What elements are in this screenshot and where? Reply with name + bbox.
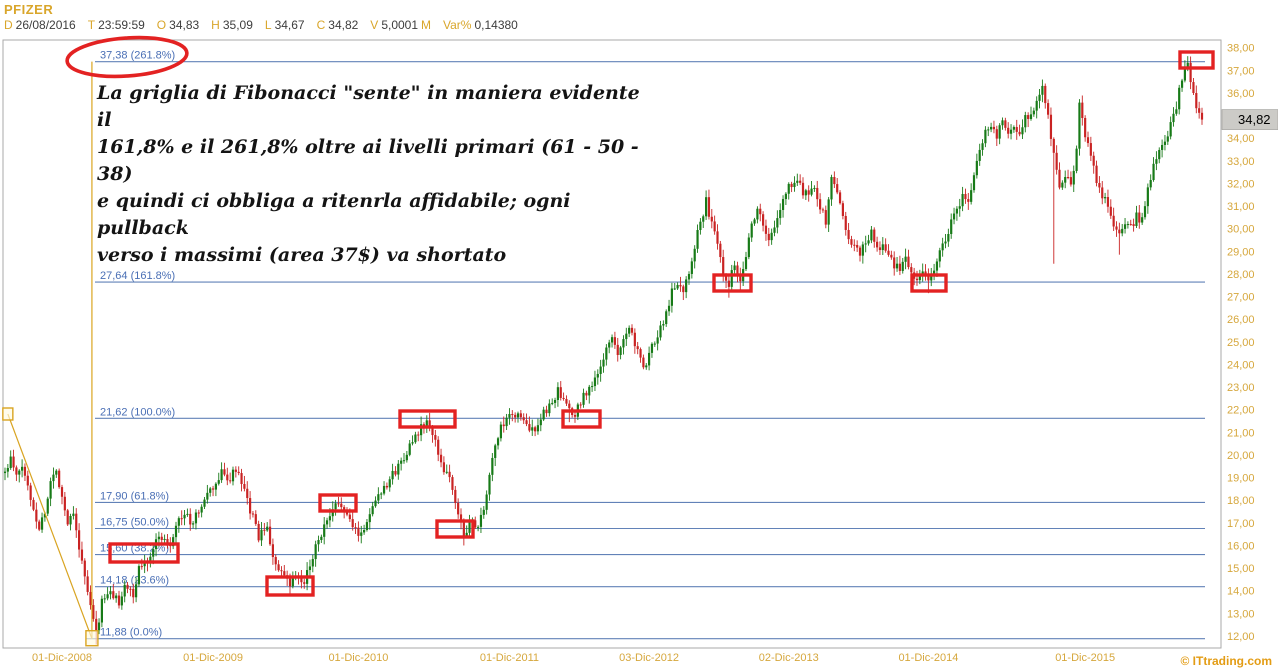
quote-field-var: Var% 0,14380 (443, 18, 518, 32)
x-axis-label: 02-Dic-2013 (759, 652, 819, 664)
highlight-box (435, 519, 475, 539)
x-axis-label: 01-Dic-2009 (183, 652, 243, 664)
y-axis-label: 30,00 (1227, 224, 1255, 236)
fib-label-23.6%: 14,18 (23.6%) (100, 575, 169, 587)
highlight-box (1178, 50, 1215, 70)
y-axis-label: 31,00 (1227, 201, 1255, 213)
y-axis-label: 18,00 (1227, 495, 1255, 507)
fib-label-161.8%: 27,64 (161.8%) (100, 270, 175, 282)
quote-field-c: C 34,82 (316, 18, 359, 32)
y-axis-label: 16,00 (1227, 540, 1255, 552)
y-axis-label: 17,00 (1227, 518, 1255, 530)
quote-field-v: V 5,0001 M (370, 18, 432, 32)
y-axis-label: 34,00 (1227, 133, 1255, 145)
highlight-box (561, 409, 602, 429)
y-axis-label: 25,00 (1227, 337, 1255, 349)
y-axis-label: 24,00 (1227, 359, 1255, 371)
annotation-line: verso i massimi (area 37$) va shortato (97, 244, 507, 266)
watermark-logo: © ITtrading.com (1180, 654, 1272, 668)
quote-field-h: H 35,09 (211, 18, 253, 32)
y-axis-label: 28,00 (1227, 269, 1255, 281)
annotation-line: 161,8% e il 261,8% oltre ai livelli prim… (97, 136, 639, 185)
last-price-tag: 34,82 (1221, 109, 1278, 130)
price-axis[interactable]: 12,00 13,00 14,00 15,00 16,00 17,00 18,00 19,00… (1227, 43, 1255, 643)
chart-annotation-text: La griglia di Fibonacci "sente" in manie… (97, 80, 657, 269)
y-axis-label: 12,00 (1227, 631, 1255, 643)
y-axis-label: 38,00 (1227, 43, 1255, 55)
fib-tool-handle[interactable] (2, 407, 14, 421)
fib-label-50.0%: 16,75 (50.0%) (100, 517, 169, 529)
time-axis[interactable]: 01-Dic-2008 01-Dic-2009 01-Dic-2010 01-Dic-… (32, 652, 1115, 664)
y-axis-label: 27,00 (1227, 292, 1255, 304)
highlight-box (265, 575, 315, 597)
fib-tool-handle[interactable] (85, 630, 99, 647)
y-axis-label: 20,00 (1227, 450, 1255, 462)
y-axis-label: 13,00 (1227, 608, 1255, 620)
red-highlight-annotations (65, 35, 1215, 597)
annotation-line: La griglia di Fibonacci "sente" in manie… (97, 82, 640, 131)
y-axis-label: 19,00 (1227, 473, 1255, 485)
y-axis-label: 15,00 (1227, 563, 1255, 575)
fib-drawing-tool (2, 61, 99, 647)
fib-label-261.8%: 37,38 (261.8%) (100, 50, 175, 62)
highlight-box (398, 409, 457, 429)
symbol-title: PFIZER (4, 2, 54, 17)
highlight-box (108, 542, 180, 564)
quote-field-t: T 23:59:59 (87, 18, 145, 32)
last-price-value: 34,82 (1238, 112, 1271, 127)
x-axis-label: 03-Dic-2012 (619, 652, 679, 664)
y-axis-label: 37,00 (1227, 65, 1255, 77)
x-axis-label: 01-Dic-2010 (328, 652, 388, 664)
y-axis-label: 36,00 (1227, 88, 1255, 100)
quote-info-bar: D 26/08/2016 T 23:59:59 O 34,83 H 35,09 L 34,67 C 3… (4, 18, 530, 32)
highlight-box (910, 273, 948, 293)
x-axis-label: 01-Dic-2008 (32, 652, 92, 664)
highlight-box (712, 273, 753, 293)
highlight-box (318, 493, 358, 513)
x-axis-label: 01-Dic-2015 (1055, 652, 1115, 664)
y-axis-label: 14,00 (1227, 586, 1255, 598)
x-axis-label: 01-Dic-2011 (480, 652, 539, 664)
y-axis-label: 29,00 (1227, 246, 1255, 258)
fibonacci-levels: 37,38 (261.8%) 27,64 (161.8%) 21,62 (100.0… (86, 50, 1205, 640)
fib-label-0.0%: 11,88 (0.0%) (100, 627, 162, 639)
y-axis-label: 21,00 (1227, 427, 1255, 439)
fib-label-61.8%: 17,90 (61.8%) (100, 490, 169, 502)
quote-field-l: L 34,67 (264, 18, 305, 32)
fib-label-100.0%: 21,62 (100.0%) (100, 406, 175, 418)
y-axis-label: 23,00 (1227, 382, 1255, 394)
y-axis-label: 22,00 (1227, 405, 1255, 417)
y-axis-label: 33,00 (1227, 156, 1255, 168)
x-axis-label: 01-Dic-2014 (898, 652, 958, 664)
annotation-line: e quindi ci obbliga a ritenrla affidabil… (97, 190, 571, 239)
highlight-ellipse (65, 35, 189, 79)
quote-field-o: O 34,83 (156, 18, 200, 32)
y-axis-label: 26,00 (1227, 314, 1255, 326)
y-axis-label: 32,00 (1227, 178, 1255, 190)
quote-field-d: D 26/08/2016 (4, 18, 76, 32)
